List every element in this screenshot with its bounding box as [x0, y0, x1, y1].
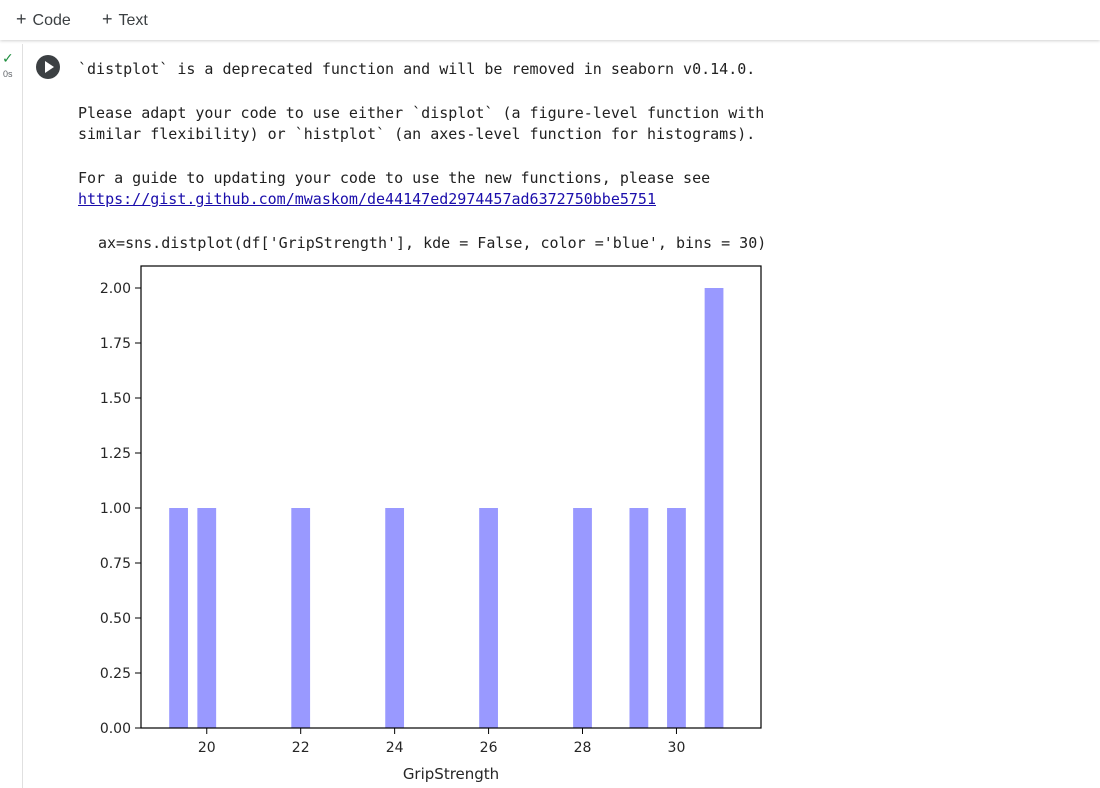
y-tick-label: 1.00: [100, 501, 131, 517]
x-tick-label: 22: [292, 740, 310, 756]
add-code-label: Code: [32, 12, 71, 29]
y-tick-label: 2.00: [100, 281, 131, 297]
histogram-bar: [169, 508, 188, 728]
migration-guide-link[interactable]: https://gist.github.com/mwaskom/de44147e…: [78, 190, 656, 208]
add-code-button[interactable]: + Code: [16, 8, 71, 30]
y-axis: 0.00 0.25 0.50 0.75 1.00 1.25 1.50 1.75 2.00: [100, 281, 141, 737]
warning-line: Please adapt your code to use either `di…: [78, 104, 765, 122]
histogram-bar: [197, 508, 217, 728]
histogram-bar: [385, 508, 405, 728]
y-tick-label: 1.50: [100, 391, 131, 407]
histogram-chart: 0.000.250.500.751.001.251.501.752.00 20 2…: [100, 265, 762, 783]
x-tick-label: 24: [386, 740, 404, 756]
x-tick-label: 20: [198, 740, 216, 756]
plus-icon: +: [102, 9, 113, 29]
y-tick-label: 0.00: [100, 721, 131, 737]
plus-icon: +: [16, 9, 27, 29]
check-icon: ✓: [2, 51, 14, 67]
histogram-bar: [573, 508, 592, 728]
warning-line: `distplot` is a deprecated function and …: [78, 60, 756, 78]
plot-frame: [140, 265, 762, 729]
x-tick-label: 28: [574, 740, 592, 756]
y-tick-label: 1.25: [100, 446, 131, 462]
y-tick-label: 0.50: [100, 611, 131, 627]
histogram-bar: [629, 508, 649, 728]
run-cell-button[interactable]: [36, 55, 60, 79]
x-tick-label: 30: [668, 740, 686, 756]
y-tick-label: 0.25: [100, 666, 131, 682]
warning-line: For a guide to updating your code to use…: [78, 169, 711, 187]
y-tick-label: 0.75: [100, 556, 131, 572]
x-axis-label: GripStrength: [403, 765, 499, 783]
cell-gutter: [0, 44, 23, 788]
histogram-bar: [479, 508, 498, 728]
add-text-label: Text: [118, 12, 148, 29]
histogram-bar: [291, 508, 311, 728]
warning-line: similar flexibility) or `histplot` (an a…: [78, 125, 756, 143]
x-axis: 20 22 24 26 28 30: [198, 728, 686, 756]
notebook-toolbar: + Code + Text: [0, 0, 1100, 40]
histogram-bar: [667, 508, 686, 728]
x-tick-label: 26: [480, 740, 498, 756]
y-tick-label: 1.75: [100, 336, 131, 352]
add-text-button[interactable]: + Text: [102, 8, 148, 30]
histogram-bar: [704, 288, 724, 728]
bars-group: [169, 288, 724, 728]
execution-time: 0s: [3, 69, 13, 79]
source-code-line: ax=sns.distplot(df['GripStrength'], kde …: [98, 234, 767, 252]
